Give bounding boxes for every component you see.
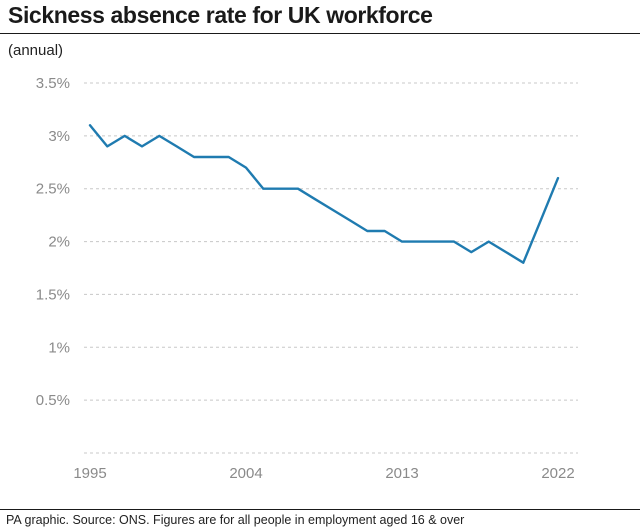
- source-note: PA graphic. Source: ONS. Figures are for…: [6, 513, 465, 527]
- x-tick-label: 1995: [73, 465, 106, 482]
- chart-subtitle: (annual): [8, 42, 64, 59]
- x-tick-label: 2013: [385, 465, 418, 482]
- title-divider: [0, 33, 640, 34]
- y-tick-label: 3.5%: [36, 75, 70, 92]
- y-tick-label: 1%: [48, 339, 70, 356]
- x-tick-label: 2022: [541, 465, 574, 482]
- series-line: [88, 124, 560, 264]
- y-tick-label: 3%: [48, 128, 70, 145]
- chart-title: Sickness absence rate for UK workforce: [8, 2, 433, 28]
- y-tick-label: 2%: [48, 234, 70, 251]
- y-tick-label: 1.5%: [36, 286, 70, 303]
- footer-divider: [0, 509, 640, 510]
- x-tick-label: 2004: [229, 465, 262, 482]
- y-tick-label: 0.5%: [36, 392, 70, 409]
- y-tick-label: 2.5%: [36, 181, 70, 198]
